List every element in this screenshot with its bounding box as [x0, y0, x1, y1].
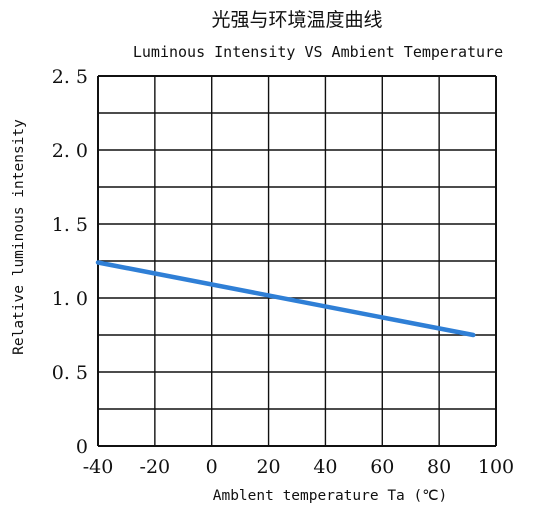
x-tick-label: 0 [206, 456, 218, 478]
y-tick-label: 1. 0 [52, 288, 88, 310]
x-tick-label: -20 [140, 456, 171, 478]
chart-subtitle: Luminous Intensity VS Ambient Temperatur… [133, 43, 503, 61]
x-tick-label: 100 [478, 456, 514, 478]
y-tick-label: 2. 5 [52, 66, 88, 88]
y-tick-label: 0 [76, 436, 88, 458]
grid [97, 75, 497, 447]
x-tick-label: 40 [313, 456, 337, 478]
y-axis-label: Relative luminous intensity [11, 119, 27, 355]
y-tick-label: 0. 5 [52, 362, 88, 384]
y-tick-label: 2. 0 [52, 140, 88, 162]
x-tick-label: -40 [83, 456, 114, 478]
tick-labels: -40 -20 0 20 40 60 80 100 0 0. 5 1. 0 1. 5 2. 0 2. 5 [52, 66, 514, 478]
x-tick-label: 20 [256, 456, 280, 478]
x-tick-label: 60 [370, 456, 394, 478]
x-axis-label: Amblent temperature Ta (℃) [213, 488, 448, 504]
y-tick-label: 1. 5 [52, 214, 88, 236]
series-line [95, 260, 476, 338]
chart-title: 光强与环境温度曲线 [211, 9, 382, 31]
x-tick-label: 80 [427, 456, 451, 478]
series-layer [95, 260, 476, 338]
